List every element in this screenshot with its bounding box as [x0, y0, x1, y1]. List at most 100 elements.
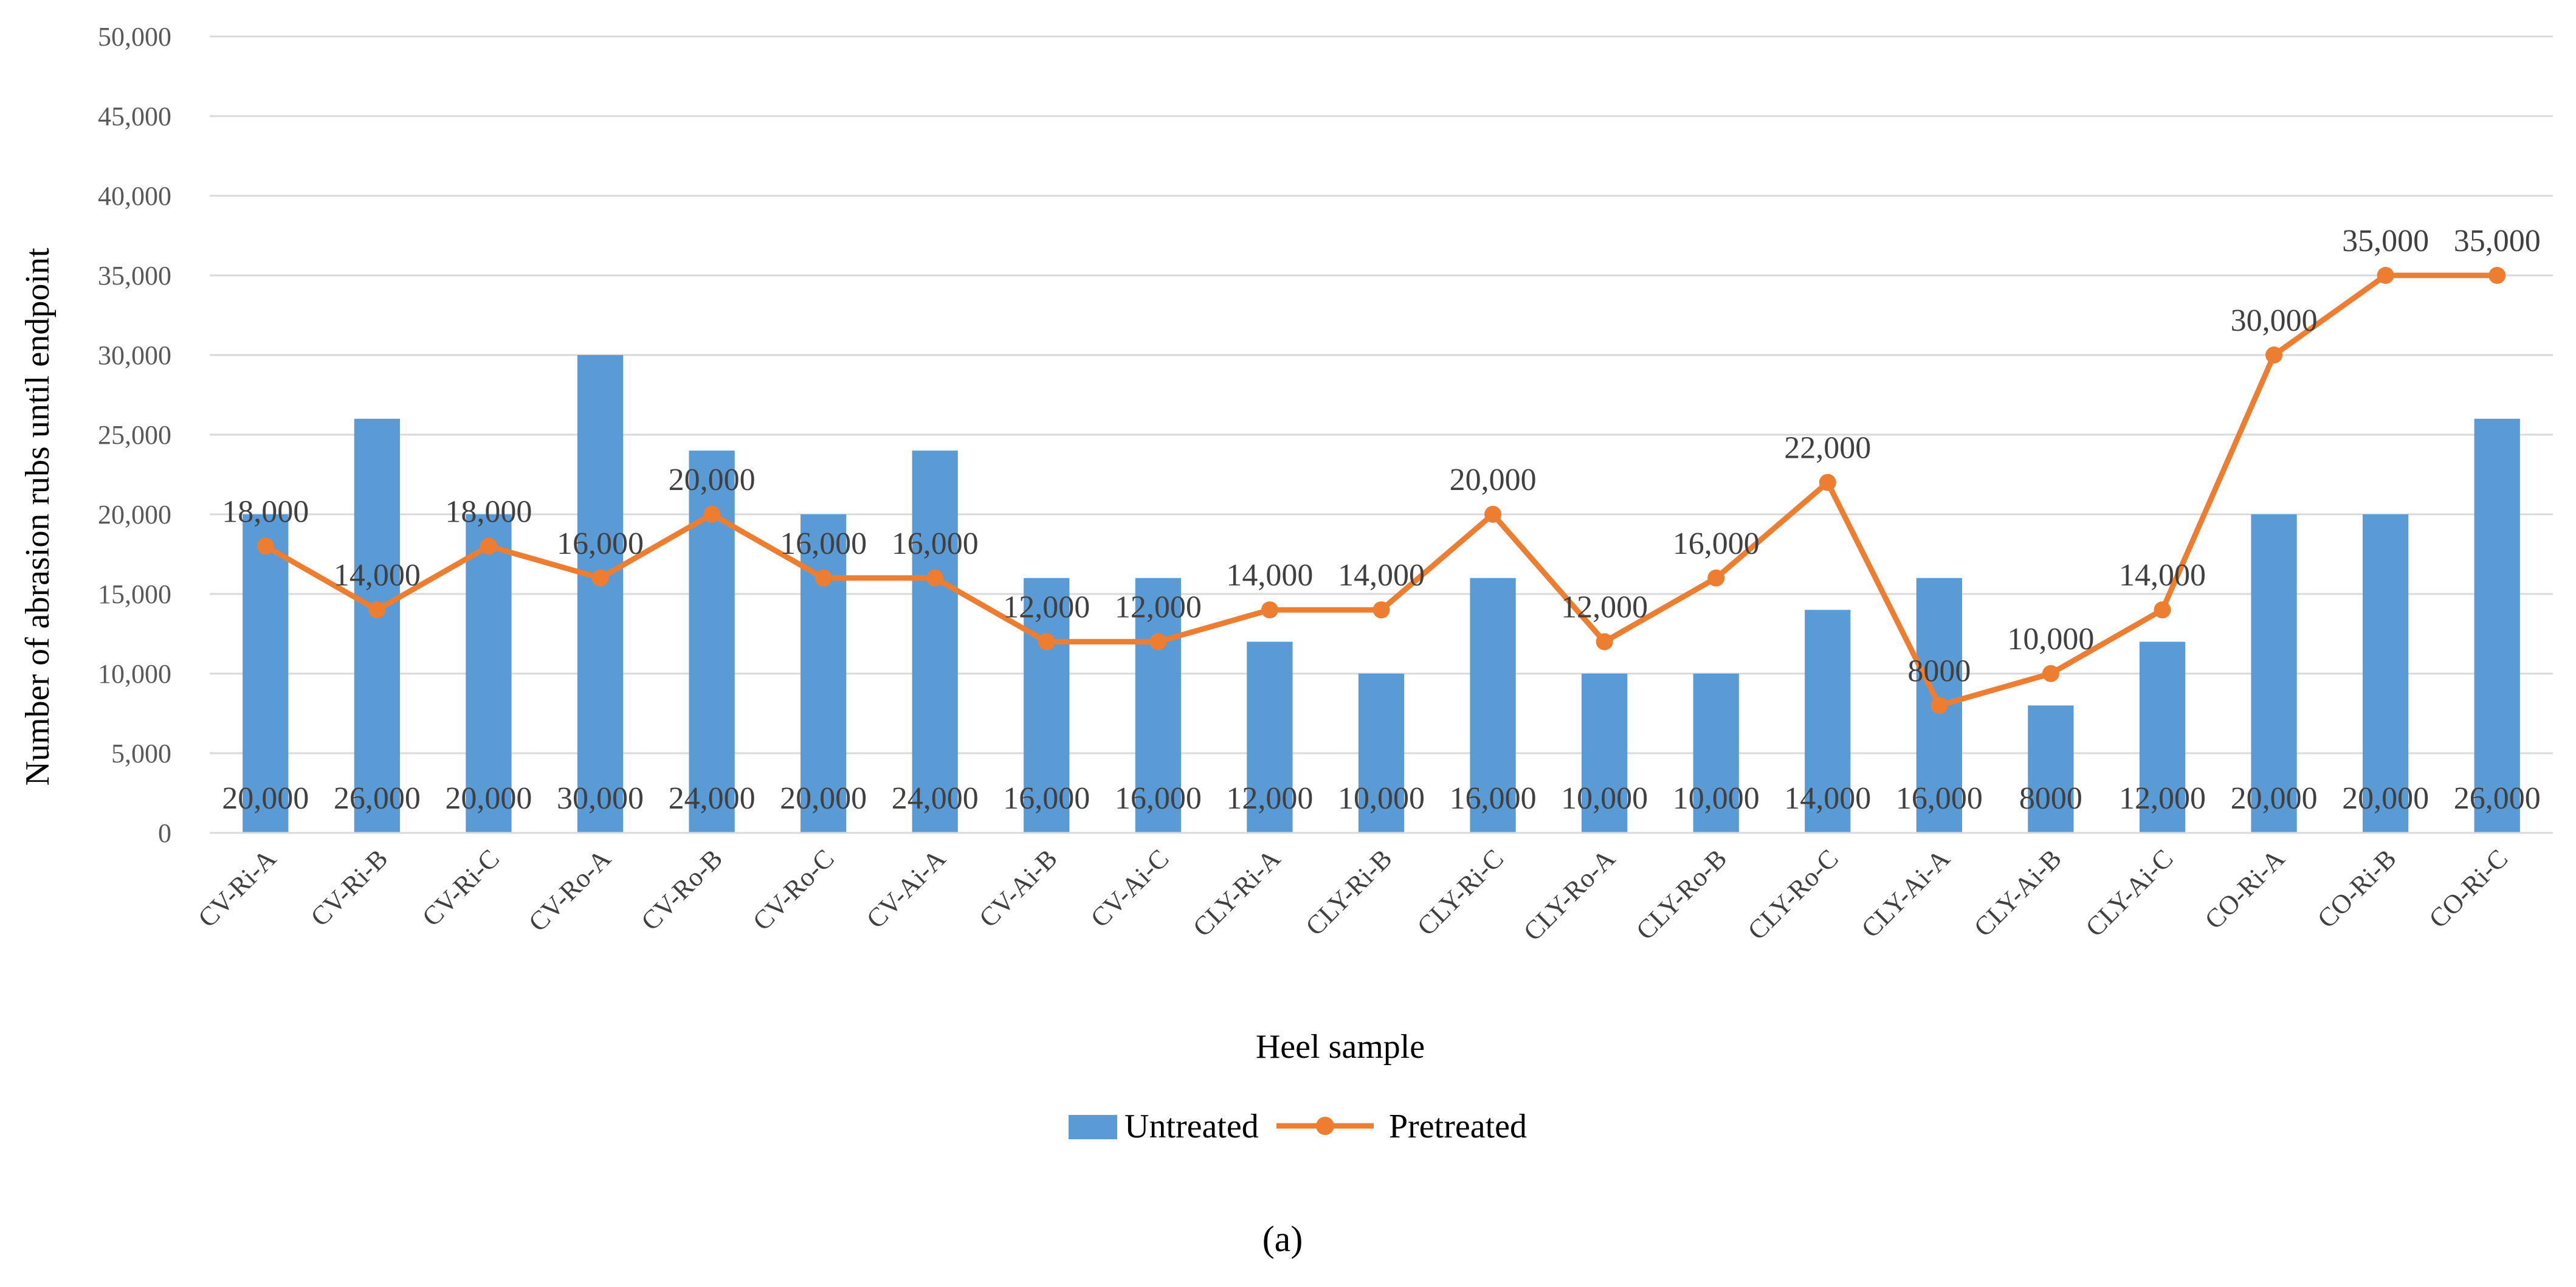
y-axis-ticks: 0 5,000 10,000 15,000 20,000 25,000 30,000 35,0…	[98, 22, 171, 848]
point-pretreated	[1819, 474, 1836, 491]
bar-untreated	[2251, 514, 2297, 833]
x-tick-label: CLY-Ro-A	[1518, 843, 1621, 947]
x-tick-label: CLY-Ri-A	[1187, 843, 1286, 942]
point-pretreated	[1930, 697, 1948, 714]
bar-data-label: 20,000	[2342, 781, 2429, 816]
bar-data-label: 14,000	[1784, 781, 1871, 816]
bar-data-label: 24,000	[892, 781, 979, 816]
bar-untreated	[1358, 674, 1405, 833]
point-pretreated	[2154, 601, 2171, 619]
y-tick-label: 10,000	[98, 659, 171, 689]
point-pretreated	[1484, 506, 1502, 523]
x-tick-label: CV-Ri-B	[305, 843, 394, 932]
x-tick-label: CO-Ri-A	[2199, 843, 2291, 935]
x-tick-label: CV-Ro-C	[747, 843, 840, 936]
y-tick-label: 25,000	[98, 420, 171, 450]
point-pretreated	[2488, 267, 2506, 284]
x-tick-label: CLY-Ri-C	[1411, 843, 1509, 941]
bar-untreated	[1693, 674, 1739, 833]
legend-untreated-swatch	[1069, 1115, 1117, 1139]
y-tick-label: 15,000	[98, 579, 171, 609]
pretreated-line	[257, 267, 2506, 714]
line-data-label: 22,000	[1784, 431, 1871, 466]
line-data-label: 12,000	[1003, 590, 1090, 625]
bar-untreated	[912, 450, 958, 833]
legend-pretreated-label: Pretreated	[1389, 1108, 1527, 1145]
bar-data-label: 20,000	[222, 781, 309, 816]
point-pretreated	[1261, 601, 1278, 619]
line-data-label: 18,000	[222, 494, 309, 529]
legend-pretreated-swatch-marker	[1316, 1117, 1334, 1135]
y-tick-label: 45,000	[98, 102, 171, 131]
gridlines	[210, 35, 2553, 754]
bar-untreated	[577, 355, 624, 833]
bar-untreated	[243, 514, 289, 833]
bar-data-label: 16,000	[1003, 781, 1090, 816]
bar-untreated	[2474, 418, 2520, 833]
y-tick-label: 30,000	[98, 340, 171, 370]
point-pretreated	[1707, 569, 1725, 587]
bar-data-label: 24,000	[669, 781, 756, 816]
point-pretreated	[2042, 665, 2059, 682]
line-data-label: 20,000	[1450, 463, 1537, 497]
bar-data-label: 10,000	[1673, 781, 1760, 816]
line-data-label: 18,000	[445, 494, 532, 529]
x-tick-label: CLY-Ai-B	[1968, 843, 2067, 942]
bar-data-label: 16,000	[1115, 781, 1202, 816]
figure-caption: (a)	[1262, 1219, 1303, 1259]
point-pretreated	[1038, 633, 1055, 650]
bar-data-label: 26,000	[2454, 781, 2541, 816]
point-pretreated	[591, 569, 609, 587]
line-data-label: 16,000	[1673, 526, 1760, 561]
legend-untreated-label: Untreated	[1124, 1108, 1259, 1145]
bar-untreated	[2028, 705, 2074, 833]
y-tick-label: 5,000	[111, 739, 171, 768]
point-pretreated	[2377, 267, 2394, 284]
line-data-label: 12,000	[1115, 590, 1202, 625]
bar-untreated	[1247, 641, 1293, 833]
bar-data-label: 16,000	[1896, 781, 1983, 816]
x-axis-ticks: CV-Ri-A CV-Ri-B CV-Ri-C CV-Ro-A CV-Ro-B CV-Ro…	[192, 843, 2513, 947]
bar-untreated	[1024, 578, 1070, 833]
x-tick-label: CV-Ai-A	[861, 843, 951, 934]
line-data-label: 14,000	[334, 558, 421, 593]
x-axis-title: Heel sample	[1256, 1028, 1425, 1066]
bar-untreated	[1135, 578, 1181, 833]
point-pretreated	[926, 569, 944, 587]
x-tick-label: CLY-Ai-C	[2080, 843, 2179, 942]
line-data-label: 12,000	[1561, 590, 1648, 625]
x-tick-label: CLY-Ro-C	[1742, 843, 1844, 945]
y-tick-label: 0	[158, 818, 171, 848]
line-data-label: 10,000	[2007, 622, 2094, 657]
bar-data-label: 26,000	[334, 781, 421, 816]
line-data-label: 14,000	[1338, 558, 1425, 593]
x-tick-label: CV-Ai-B	[973, 843, 1063, 933]
line-data-label: 35,000	[2454, 224, 2541, 258]
point-pretreated	[814, 569, 832, 587]
point-pretreated	[257, 537, 274, 555]
bar-data-label: 8000	[2019, 781, 2082, 816]
x-tick-label: CV-Ri-C	[416, 843, 505, 932]
bar-data-label: 30,000	[557, 781, 644, 816]
x-tick-label: CLY-Ro-B	[1630, 843, 1732, 945]
line-data-label: 16,000	[892, 526, 979, 561]
x-tick-label: CV-Ri-A	[192, 843, 282, 933]
y-tick-label: 40,000	[98, 181, 171, 211]
y-axis-title: Number of abrasion rubs until endpoint	[19, 247, 57, 785]
x-tick-label: CO-Ri-C	[2423, 843, 2514, 934]
line-data-label: 16,000	[557, 526, 644, 561]
point-pretreated	[703, 506, 721, 523]
bar-untreated	[1805, 610, 1851, 833]
point-pretreated	[2265, 347, 2283, 364]
x-tick-label: CV-Ro-B	[635, 843, 728, 936]
line-data-label: 14,000	[1226, 558, 1313, 593]
x-tick-label: CV-Ai-C	[1085, 843, 1175, 933]
line-data-label: 35,000	[2342, 224, 2429, 258]
bar-data-label: 20,000	[445, 781, 532, 816]
bar-untreated	[2363, 514, 2409, 833]
line-data-label: 20,000	[669, 463, 756, 497]
bar-untreated	[1582, 674, 1628, 833]
bar-data-label: 20,000	[2231, 781, 2318, 816]
bar-data-label: 12,000	[2119, 781, 2206, 816]
